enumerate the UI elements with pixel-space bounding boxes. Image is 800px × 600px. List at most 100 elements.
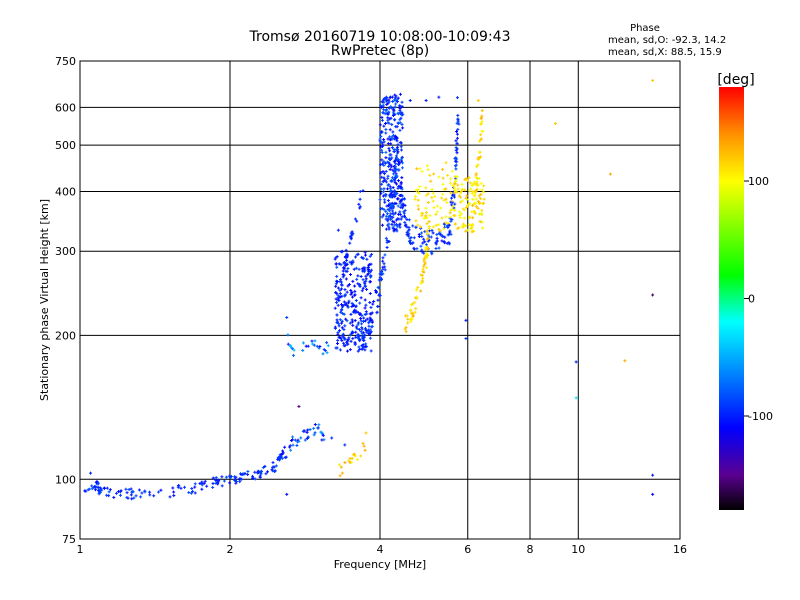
data-point: [344, 263, 348, 267]
data-point: [433, 195, 437, 199]
data-point: [356, 349, 360, 353]
data-point: [388, 206, 392, 210]
data-points: [83, 78, 655, 501]
data-point: [394, 174, 398, 178]
data-point: [398, 210, 402, 214]
data-point: [291, 353, 295, 357]
data-point: [347, 299, 351, 303]
data-point: [419, 244, 423, 248]
data-point: [455, 160, 459, 164]
data-point: [434, 247, 438, 251]
data-point: [368, 254, 372, 258]
data-point: [363, 448, 367, 452]
data-point: [330, 436, 334, 440]
data-point: [360, 267, 364, 271]
data-point: [385, 245, 389, 249]
data-point: [333, 291, 337, 295]
data-point: [358, 284, 362, 288]
data-point: [425, 216, 429, 220]
data-point: [470, 184, 474, 188]
data-point: [387, 98, 391, 102]
data-point: [301, 429, 305, 433]
data-point: [338, 329, 342, 333]
data-point: [353, 289, 357, 293]
data-point: [480, 208, 484, 212]
data-point: [363, 266, 367, 270]
data-point: [405, 217, 409, 221]
data-point: [391, 168, 395, 172]
data-point: [336, 303, 340, 307]
data-point: [476, 200, 480, 204]
data-point: [386, 223, 390, 227]
data-point: [233, 477, 237, 481]
colorbar-ticks: 100 0 -100: [744, 175, 773, 423]
data-point: [346, 305, 350, 309]
data-point: [455, 141, 459, 145]
data-point: [480, 188, 484, 192]
data-point: [608, 172, 612, 176]
data-point: [432, 172, 436, 176]
data-point: [381, 100, 385, 104]
data-point: [454, 179, 458, 183]
data-point: [455, 132, 459, 136]
data-point: [427, 224, 431, 228]
data-point: [310, 339, 314, 343]
data-point: [278, 456, 282, 460]
data-point: [395, 145, 399, 149]
data-point: [416, 190, 420, 194]
data-point: [354, 330, 358, 334]
data-point: [317, 346, 321, 350]
data-point: [478, 139, 482, 143]
data-point: [306, 435, 310, 439]
data-point: [471, 189, 475, 193]
data-point: [397, 179, 401, 183]
data-point: [340, 308, 344, 312]
data-point: [315, 344, 319, 348]
data-point: [382, 190, 386, 194]
data-point: [396, 186, 400, 190]
data-point: [367, 269, 371, 273]
data-point: [239, 472, 243, 476]
data-point: [388, 96, 392, 100]
data-point: [368, 336, 372, 340]
data-point: [355, 277, 359, 281]
data-point: [246, 469, 250, 473]
data-point: [387, 121, 391, 125]
data-point: [427, 235, 431, 239]
data-point: [482, 201, 486, 205]
data-point: [364, 277, 368, 281]
data-point: [348, 235, 352, 239]
data-point: [357, 345, 361, 349]
data-point: [381, 223, 385, 227]
data-point: [234, 481, 238, 485]
data-point: [393, 175, 397, 179]
data-point: [448, 230, 452, 234]
data-point: [405, 233, 409, 237]
data-point: [396, 159, 400, 163]
data-point: [462, 216, 466, 220]
data-point: [363, 253, 367, 257]
data-point: [467, 201, 471, 205]
data-point: [376, 298, 380, 302]
data-point: [425, 229, 429, 233]
data-point: [413, 197, 417, 201]
data-point: [365, 330, 369, 334]
data-point: [425, 266, 429, 270]
data-point: [424, 206, 428, 210]
x-tick-label: 1: [77, 543, 84, 556]
data-point: [358, 301, 362, 305]
data-point: [313, 431, 317, 435]
data-point: [384, 127, 388, 131]
data-point: [454, 148, 458, 152]
data-point: [355, 253, 359, 257]
data-point: [478, 220, 482, 224]
data-point: [393, 96, 397, 100]
data-point: [222, 479, 226, 483]
data-point: [368, 292, 372, 296]
data-point: [228, 481, 232, 485]
data-point: [480, 114, 484, 118]
data-point: [351, 279, 355, 283]
data-point: [391, 211, 395, 215]
data-point: [368, 318, 372, 322]
data-point: [340, 303, 344, 307]
